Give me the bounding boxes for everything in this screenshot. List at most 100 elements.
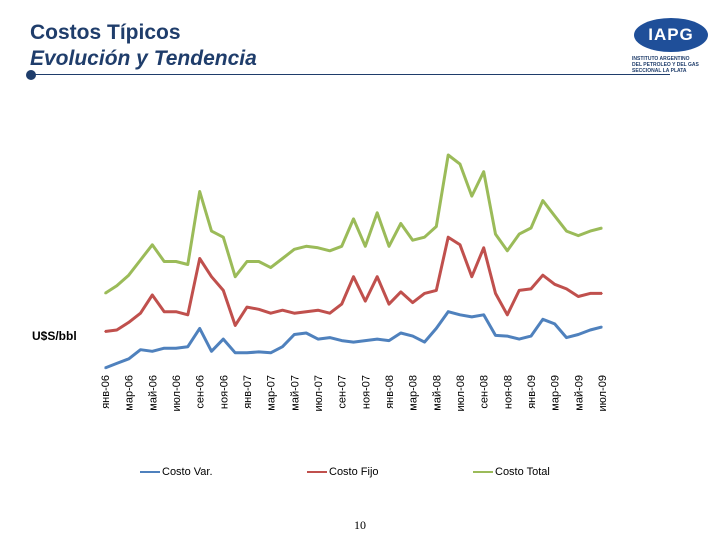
point-costo-var-29 — [447, 310, 450, 313]
point-costo-var-16 — [293, 333, 296, 336]
series-line-costo-fijo — [104, 235, 602, 333]
point-costo-fijo-13 — [258, 308, 260, 311]
point-costo-total-0 — [104, 292, 106, 295]
series-line-costo-total — [104, 153, 603, 295]
point-costo-var-21 — [352, 341, 355, 343]
point-costo-var-14 — [269, 352, 272, 354]
point-costo-total-31 — [471, 195, 473, 197]
point-costo-var-37 — [542, 318, 544, 321]
legend-costo-total: Costo Total — [473, 466, 550, 478]
point-costo-total-16 — [293, 248, 296, 251]
x-tick-label: сен-06 — [195, 375, 207, 409]
point-costo-var-31 — [471, 316, 473, 318]
y-axis-label: U$S/bbl — [32, 329, 77, 343]
x-tick-label: мар-06 — [124, 375, 136, 411]
point-costo-total-19 — [329, 250, 331, 252]
point-costo-fijo-12 — [246, 306, 248, 308]
point-costo-var-20 — [340, 339, 343, 342]
point-costo-var-30 — [459, 314, 461, 316]
point-costo-total-22 — [364, 245, 367, 248]
line-chart: янв-06 мар-06 май-06 июл-06 сен-06 ноя-06 янв-… — [100, 153, 609, 411]
point-costo-var-1 — [116, 362, 118, 365]
point-costo-fijo-39 — [565, 288, 568, 290]
legend-swatch-costo-fijo — [307, 471, 327, 474]
point-costo-total-38 — [553, 215, 556, 217]
logo-mark: IAPG — [634, 18, 708, 52]
point-costo-var-13 — [258, 351, 260, 353]
point-costo-fijo-15 — [281, 309, 284, 311]
page-title: Costos Típicos Evolución y Tendencia — [30, 20, 257, 72]
point-costo-var-8 — [198, 327, 201, 330]
point-costo-fijo-42 — [601, 292, 603, 295]
point-costo-var-10 — [222, 338, 225, 340]
point-costo-fijo-37 — [542, 274, 544, 276]
point-costo-var-36 — [530, 335, 532, 337]
point-costo-var-32 — [482, 314, 485, 316]
point-costo-fijo-21 — [352, 275, 355, 278]
point-costo-fijo-4 — [151, 294, 154, 296]
point-costo-fijo-27 — [423, 292, 426, 295]
point-costo-var-6 — [175, 347, 177, 349]
iapg-logo: IAPG INSTITUTO ARGENTINO DEL PETROLEO Y … — [632, 18, 712, 76]
point-costo-fijo-24 — [388, 303, 390, 305]
point-costo-total-28 — [435, 225, 438, 228]
x-tick-label: май-08 — [431, 375, 443, 411]
point-costo-total-35 — [518, 233, 520, 235]
point-costo-var-17 — [305, 332, 307, 334]
point-costo-total-5 — [163, 260, 165, 263]
logo-line-2: DEL PETROLEO Y DEL GAS — [632, 62, 699, 68]
point-costo-total-8 — [198, 190, 201, 193]
point-costo-fijo-10 — [222, 289, 225, 292]
x-tick-label: май-06 — [147, 375, 159, 411]
point-costo-fijo-18 — [317, 309, 319, 311]
point-costo-fijo-1 — [116, 329, 118, 331]
point-costo-var-18 — [317, 338, 319, 340]
x-tick-label: мар-07 — [266, 375, 278, 411]
point-costo-total-17 — [305, 245, 307, 248]
x-tick-label: июл-09 — [597, 375, 609, 411]
page-number: 10 — [354, 518, 366, 532]
x-tick-label: сен-07 — [337, 375, 349, 409]
point-costo-total-25 — [400, 222, 402, 225]
point-costo-fijo-7 — [187, 314, 189, 316]
point-costo-fijo-40 — [577, 295, 580, 298]
point-costo-var-38 — [553, 323, 556, 325]
legend-swatch-costo-var — [140, 471, 160, 474]
title-line-1: Costos Típicos — [30, 21, 181, 44]
point-costo-var-26 — [411, 335, 414, 337]
point-costo-var-11 — [234, 352, 236, 354]
point-costo-var-27 — [423, 341, 426, 343]
point-costo-fijo-26 — [411, 301, 414, 304]
point-costo-var-39 — [565, 336, 568, 339]
point-costo-total-10 — [222, 236, 225, 238]
point-costo-fijo-16 — [293, 312, 296, 314]
point-costo-fijo-29 — [447, 236, 450, 238]
point-costo-total-3 — [139, 259, 142, 261]
point-costo-var-2 — [127, 358, 130, 360]
x-tick-label: ноя-08 — [502, 375, 514, 409]
point-costo-fijo-14 — [269, 312, 272, 314]
point-costo-total-21 — [352, 218, 355, 220]
point-costo-total-26 — [411, 239, 414, 241]
point-costo-total-1 — [116, 285, 118, 287]
point-costo-fijo-25 — [400, 291, 402, 293]
point-costo-var-12 — [246, 352, 248, 354]
x-tick-label: июл-07 — [313, 375, 325, 411]
point-costo-total-24 — [388, 245, 390, 248]
point-costo-fijo-6 — [175, 310, 177, 313]
point-costo-var-42 — [601, 326, 603, 328]
point-costo-fijo-31 — [471, 275, 473, 278]
point-costo-total-7 — [187, 263, 189, 266]
point-costo-fijo-8 — [198, 257, 201, 260]
point-costo-fijo-33 — [494, 292, 497, 295]
point-costo-var-25 — [400, 332, 402, 334]
point-costo-fijo-0 — [104, 330, 106, 333]
title-line-2: Evolución y Tendencia — [30, 47, 257, 70]
point-costo-var-40 — [577, 333, 580, 336]
point-costo-fijo-20 — [340, 303, 343, 305]
point-costo-total-14 — [269, 266, 272, 269]
point-costo-fijo-3 — [139, 312, 142, 314]
point-costo-total-40 — [577, 234, 580, 237]
point-costo-total-13 — [258, 260, 260, 263]
point-costo-total-12 — [246, 260, 248, 263]
